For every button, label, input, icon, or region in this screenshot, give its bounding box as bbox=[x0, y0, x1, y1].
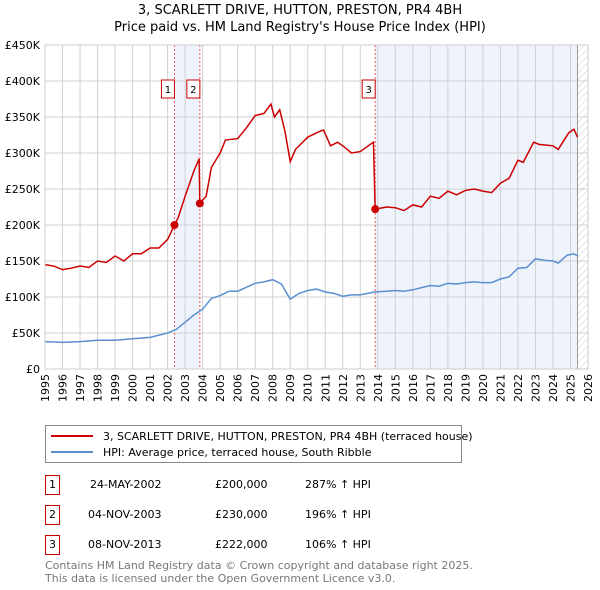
x-tick-label: 2011 bbox=[319, 374, 332, 402]
transaction-date: 24-MAY-2002 bbox=[90, 478, 162, 491]
transaction-number: 1 bbox=[45, 475, 60, 495]
shaded-region bbox=[375, 45, 578, 369]
transaction-price: £230,000 bbox=[215, 508, 268, 521]
footer: Contains HM Land Registry data © Crown c… bbox=[45, 559, 473, 585]
plot-border bbox=[44, 44, 589, 370]
title-line: 3, SCARLETT DRIVE, HUTTON, PRESTON, PR4 … bbox=[137, 3, 463, 18]
y-tick-label: £450K bbox=[5, 39, 41, 52]
x-tick-label: 2012 bbox=[337, 374, 350, 402]
transaction-number: 3 bbox=[45, 535, 60, 555]
chart-title: 3, SCARLETT DRIVE, HUTTON, PRESTON, PR4 … bbox=[0, 2, 600, 36]
sale-label-box bbox=[160, 79, 175, 99]
x-tick-label: 2025 bbox=[564, 374, 577, 402]
property-price-line bbox=[44, 102, 579, 271]
transaction-price: £222,000 bbox=[215, 538, 268, 551]
legend-item-property: 3, SCARLETT DRIVE, HUTTON, PRESTON, PR4 … bbox=[46, 428, 473, 444]
x-tick-label: 2005 bbox=[214, 374, 227, 402]
legend-label: 3, SCARLETT DRIVE, HUTTON, PRESTON, PR4 … bbox=[103, 429, 473, 443]
sale-point bbox=[195, 199, 204, 208]
sale-label: 3 bbox=[365, 85, 371, 96]
x-tick-label: 2010 bbox=[302, 374, 315, 402]
y-tick-label: £400K bbox=[5, 75, 41, 88]
transaction-number: 2 bbox=[45, 505, 60, 525]
y-tick-label: £0 bbox=[26, 363, 40, 376]
sale-label: 1 bbox=[165, 85, 171, 96]
y-tick-label: £100K bbox=[5, 291, 41, 304]
sale-point bbox=[371, 205, 380, 214]
y-tick-label: £250K bbox=[5, 183, 41, 196]
sale-label: 2 bbox=[190, 85, 196, 96]
x-tick-label: 2009 bbox=[284, 374, 297, 402]
legend-item-hpi: HPI: Average price, terraced house, Sout… bbox=[46, 444, 371, 460]
transaction-row: 3 08-NOV-2013 £222,000 106% ↑ HPI bbox=[45, 535, 445, 555]
legend: 3, SCARLETT DRIVE, HUTTON, PRESTON, PR4 … bbox=[45, 425, 473, 463]
y-tick-label: £150K bbox=[5, 255, 41, 268]
x-tick-label: 2006 bbox=[232, 374, 245, 402]
x-tick-label: 1997 bbox=[74, 374, 87, 402]
x-tick-label: 2004 bbox=[197, 374, 210, 402]
sale-label-box bbox=[186, 79, 201, 99]
x-tick-label: 2026 bbox=[582, 374, 595, 402]
transaction-hpi-change: 287% ↑ HPI bbox=[305, 478, 371, 491]
x-tick-label: 2008 bbox=[267, 374, 280, 402]
x-tick-label: 2014 bbox=[372, 374, 385, 402]
x-tick-label: 1995 bbox=[39, 374, 52, 402]
forecast-hatch bbox=[577, 45, 588, 369]
transaction-row: 2 04-NOV-2003 £230,000 196% ↑ HPI bbox=[45, 505, 445, 525]
hpi-line bbox=[44, 253, 578, 344]
y-tick-label: £300K bbox=[5, 147, 41, 160]
x-tick-label: 2017 bbox=[424, 374, 437, 402]
sale-point bbox=[170, 221, 179, 229]
footer-line: Contains HM Land Registry data © Crown c… bbox=[45, 559, 473, 572]
legend-swatch-blue bbox=[51, 451, 93, 453]
sale-label-box bbox=[361, 79, 376, 99]
transaction-date: 04-NOV-2003 bbox=[88, 508, 162, 521]
subtitle-line: Price paid vs. HM Land Registry's House … bbox=[114, 20, 486, 35]
x-tick-label: 2023 bbox=[529, 374, 542, 402]
x-tick-label: 2003 bbox=[179, 374, 192, 402]
transaction-price: £200,000 bbox=[215, 478, 268, 491]
transaction-row: 1 24-MAY-2002 £200,000 287% ↑ HPI bbox=[45, 475, 445, 495]
y-tick-label: £50K bbox=[12, 327, 41, 340]
transaction-hpi-change: 196% ↑ HPI bbox=[305, 508, 371, 521]
x-tick-label: 2013 bbox=[354, 374, 367, 402]
x-tick-label: 2020 bbox=[477, 374, 490, 402]
x-tick-label: 2001 bbox=[144, 374, 157, 402]
shaded-region bbox=[174, 45, 200, 369]
x-tick-label: 1996 bbox=[57, 374, 70, 402]
x-tick-label: 1999 bbox=[109, 374, 122, 402]
x-tick-label: 2007 bbox=[249, 374, 262, 402]
x-tick-label: 2024 bbox=[547, 374, 560, 402]
transaction-hpi-change: 106% ↑ HPI bbox=[305, 538, 371, 551]
y-tick-label: £200K bbox=[5, 219, 41, 232]
footer-line: This data is licensed under the Open Gov… bbox=[45, 572, 396, 585]
x-tick-label: 1998 bbox=[92, 374, 105, 402]
x-tick-label: 2000 bbox=[127, 374, 140, 402]
transaction-date: 08-NOV-2013 bbox=[88, 538, 162, 551]
x-tick-label: 2021 bbox=[494, 374, 507, 402]
price-chart: 1995 1996 1997 1998 1999 2000 2001 2002 2003 2004… bbox=[5, 39, 595, 402]
x-tick-label: 2015 bbox=[389, 374, 402, 402]
legend-label: HPI: Average price, terraced house, Sout… bbox=[103, 445, 372, 459]
x-tick-label: 2002 bbox=[162, 374, 175, 402]
x-tick-label: 2019 bbox=[459, 374, 472, 402]
x-tick-label: 2016 bbox=[407, 374, 420, 402]
x-tick-label: 2022 bbox=[512, 374, 525, 402]
y-tick-label: £350K bbox=[5, 111, 41, 124]
legend-swatch-red bbox=[51, 435, 93, 437]
x-tick-label: 2018 bbox=[442, 374, 455, 402]
